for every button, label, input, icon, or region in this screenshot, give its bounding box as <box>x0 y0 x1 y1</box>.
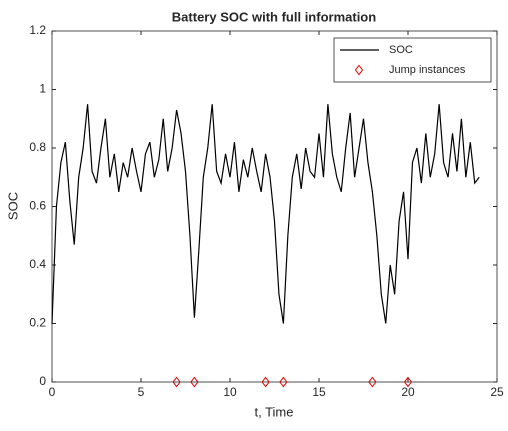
x-tick-label: 0 <box>49 385 56 399</box>
y-tick-label: 0 <box>39 374 46 388</box>
legend-box <box>333 37 492 83</box>
y-tick-label: 0.6 <box>29 199 46 213</box>
y-tick-label: 1 <box>39 82 46 96</box>
jump-marker <box>403 376 413 388</box>
chart-title: Battery SOC with full information <box>172 9 376 24</box>
y-tick-label: 0.4 <box>29 257 46 271</box>
jump-marker <box>279 376 288 388</box>
y-tick-label: 0.8 <box>29 140 46 154</box>
legend-label: SOC <box>389 44 413 56</box>
x-tick-label: 20 <box>401 385 415 399</box>
jump-marker <box>190 376 199 388</box>
x-tick-label: 10 <box>223 385 237 399</box>
soc-line <box>51 104 480 324</box>
x-tick-label: 5 <box>138 385 145 399</box>
y-tick-label: 0.2 <box>29 316 46 330</box>
x-axis-label: t, Time <box>254 404 293 419</box>
legend-marker <box>354 64 364 76</box>
x-tick-label: 15 <box>312 385 326 399</box>
y-axis-label: SOC <box>5 192 20 220</box>
jump-marker <box>261 376 270 388</box>
y-tick-label: 1.2 <box>29 23 46 37</box>
x-tick-label: 25 <box>490 385 504 399</box>
axes-box <box>51 30 498 383</box>
jump-marker <box>172 376 181 388</box>
jump-marker <box>368 376 377 388</box>
plot-area <box>52 31 497 382</box>
legend-label: Jump instances <box>389 64 466 76</box>
